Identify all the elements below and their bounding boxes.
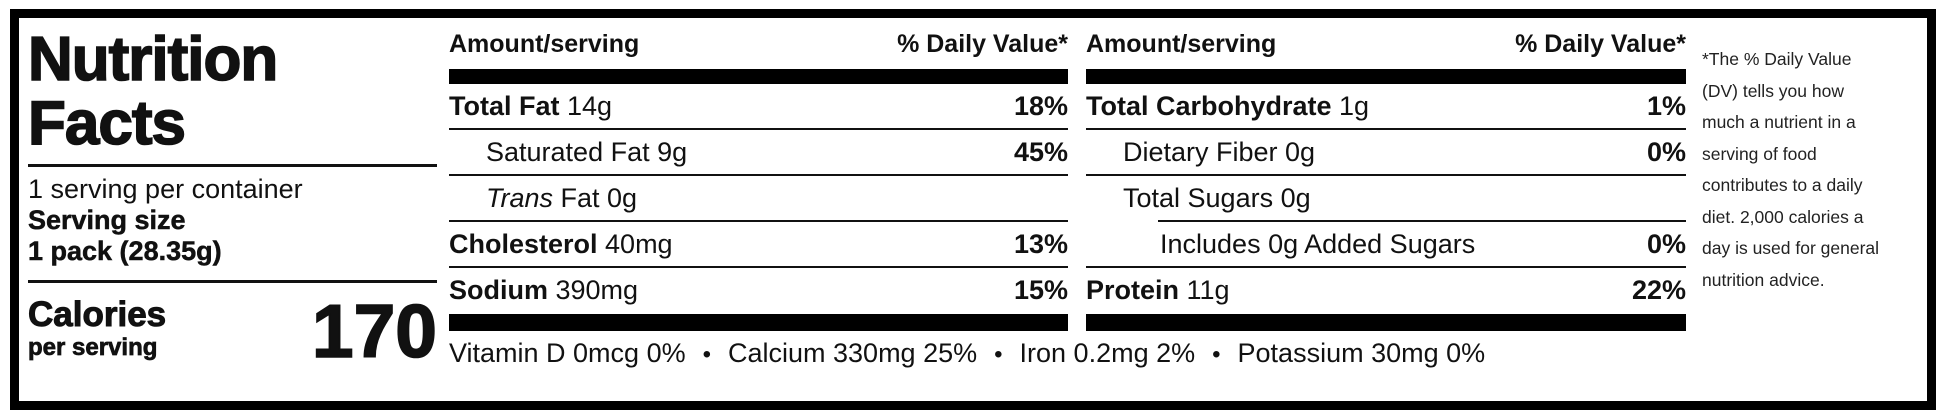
amount-serving-header: Amount/serving [449, 30, 640, 58]
micronutrients-line: Vitamin D 0mcg 0% • Calcium 330mg 25% • Iron… [449, 338, 1686, 370]
divider [28, 164, 437, 167]
nutrient-row-saturated-fat: Saturated Fat 9g 45% [486, 136, 1068, 167]
calories-label: Calories [27, 295, 167, 334]
divider [449, 266, 1068, 268]
calcium-value: Calcium 330mg 25% [728, 338, 978, 368]
bullet-separator: • [1212, 341, 1221, 368]
nutrient-row-added-sugars: Includes 0g Added Sugars 0% [1160, 228, 1686, 259]
nutrient-row-total-sugars: Total Sugars 0g [1123, 182, 1311, 213]
daily-value-header: % Daily Value* [1515, 30, 1686, 58]
daily-value-header: % Daily Value* [897, 30, 1068, 58]
calories-value: 170 [311, 289, 438, 373]
thick-bar [1086, 314, 1686, 331]
serving-size-label: Serving size [28, 205, 186, 236]
dv-percent: 15% [1013, 274, 1068, 305]
dv-percent: 0% [1646, 228, 1686, 259]
servings-per-container: 1 serving per container [28, 174, 303, 204]
daily-value-footnote: *The % Daily Value (DV) tells you how mu… [1702, 49, 1880, 290]
divider [1086, 128, 1686, 130]
calories-per-serving-label: per serving [28, 334, 158, 362]
divider [449, 128, 1068, 130]
nutrient-row-sodium: Sodium 390mg 15% [449, 274, 1068, 305]
nutrient-column-carb-protein: Amount/serving % Daily Value* Total Carb… [1086, 18, 1686, 331]
nutrient-row-cholesterol: Cholesterol 40mg 13% [449, 228, 1068, 259]
divider [28, 280, 437, 283]
nutrient-columns: Amount/serving % Daily Value* Total Fat … [449, 18, 1686, 401]
column-header: Amount/serving % Daily Value* [449, 18, 1068, 57]
vitamin-d-value: Vitamin D 0mcg 0% [449, 338, 686, 368]
calories-label-block: Calories per serving [27, 295, 167, 362]
nutrient-row-total-carbohydrate: Total Carbohydrate 1g 1% [1086, 90, 1686, 121]
nutrient-row-total-fat: Total Fat 14g 18% [449, 90, 1068, 121]
dv-percent: 0% [1646, 136, 1686, 167]
nutrition-facts-title: Nutrition Facts [27, 25, 279, 158]
bullet-separator: • [994, 341, 1003, 368]
dv-percent: 22% [1631, 274, 1686, 305]
label-identity-section: Nutrition Facts 1 serving per container … [19, 18, 449, 401]
amount-serving-header: Amount/serving [1086, 30, 1277, 58]
column-header: Amount/serving % Daily Value* [1086, 18, 1686, 57]
nutrient-row-dietary-fiber: Dietary Fiber 0g 0% [1123, 136, 1686, 167]
nutrition-label: Nutrition Facts 1 serving per container … [10, 9, 1936, 410]
potassium-value: Potassium 30mg 0% [1237, 338, 1486, 368]
nutrient-row-protein: Protein 11g 22% [1086, 274, 1686, 305]
dv-percent: 18% [1013, 90, 1068, 121]
divider [449, 174, 1068, 176]
dv-percent: 45% [1013, 136, 1068, 167]
dv-percent: 13% [1013, 228, 1068, 259]
thick-bar [449, 69, 1068, 84]
iron-value: Iron 0.2mg 2% [1019, 338, 1196, 368]
thick-bar [449, 314, 1068, 331]
calories-row: Calories per serving 170 [27, 289, 438, 373]
divider [1086, 174, 1686, 176]
nutrient-row-trans-fat: Trans Fat 0g [486, 182, 638, 213]
thick-bar [1086, 69, 1686, 84]
divider [1158, 220, 1686, 222]
divider [1086, 266, 1686, 268]
nutrient-column-fat-sodium: Amount/serving % Daily Value* Total Fat … [449, 18, 1068, 331]
serving-size-value: 1 pack (28.35g) [28, 236, 222, 267]
divider [449, 220, 1068, 222]
bullet-separator: • [702, 341, 711, 368]
serving-info: 1 serving per container Serving size 1 p… [28, 174, 437, 267]
dv-percent: 1% [1646, 90, 1686, 121]
